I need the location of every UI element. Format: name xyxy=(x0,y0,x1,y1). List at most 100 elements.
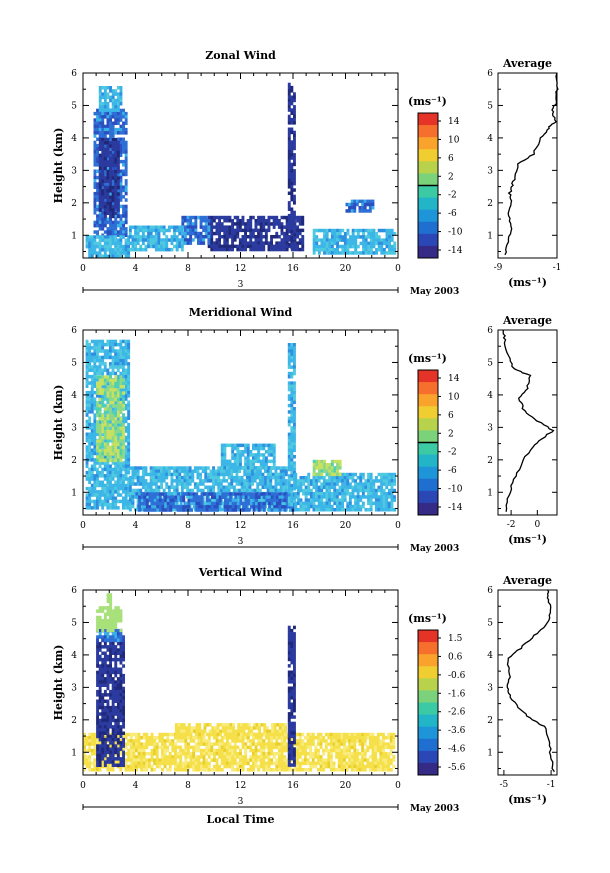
x-tick-label: 12 xyxy=(235,521,246,531)
colorbar-swatch xyxy=(418,173,438,186)
avg-x-label: (ms⁻¹) xyxy=(508,276,547,289)
data-region xyxy=(96,628,125,642)
colorbar-tick-label: -0.6 xyxy=(448,671,466,681)
day-label: 3 xyxy=(238,797,244,807)
y-tick-label: 6 xyxy=(71,326,77,336)
colorbar-swatch xyxy=(418,149,438,162)
data-region xyxy=(181,215,211,245)
colorbar-tick-label: -5.6 xyxy=(448,763,466,773)
colorbar-swatch xyxy=(418,370,438,383)
date-label: May 2003 xyxy=(410,804,459,814)
avg-y-tick-label: 5 xyxy=(487,358,493,368)
average-line xyxy=(502,330,555,512)
y-tick-label: 1 xyxy=(71,488,77,498)
avg-x-label: (ms⁻¹) xyxy=(508,533,547,546)
y-tick-label: 3 xyxy=(71,683,77,693)
colorbar-swatch xyxy=(418,137,438,150)
avg-y-tick-label: 3 xyxy=(487,683,493,693)
avg-x-tick-label: -5 xyxy=(500,780,509,790)
colorbar-tick-label: 14 xyxy=(448,117,460,127)
data-region xyxy=(96,375,125,463)
colorbar-tick-label: 6 xyxy=(448,411,454,421)
colorbar-tick-label: 2 xyxy=(448,172,454,182)
colorbar-swatch xyxy=(418,442,438,456)
colorbar-tick-label: -2 xyxy=(448,448,457,458)
x-tick-label: 12 xyxy=(235,781,246,791)
colorbar-swatch xyxy=(418,209,438,223)
colorbar-label: (ms⁻¹) xyxy=(408,352,447,365)
data-region xyxy=(345,199,375,213)
colorbar-swatch xyxy=(418,125,438,138)
average-profile: Average 1 2 3 4 5 6 -9 -1 (ms⁻¹) xyxy=(487,57,561,289)
colorbar-swatch xyxy=(418,161,438,174)
data-region xyxy=(312,459,342,477)
colorbar-tick-label: -10 xyxy=(448,228,463,238)
colorbar-swatch xyxy=(418,430,438,443)
avg-y-tick-label: 4 xyxy=(487,651,493,661)
colorbar-tick-label: 2 xyxy=(448,429,454,439)
y-tick-label: 5 xyxy=(71,618,77,628)
colorbar-swatch xyxy=(418,418,438,431)
y-tick-label: 3 xyxy=(71,166,77,176)
colorbar-tick-label: -4.6 xyxy=(448,745,466,755)
avg-y-tick-label: 3 xyxy=(487,423,493,433)
avg-x-tick-label: -2 xyxy=(507,520,516,530)
colorbar-swatch xyxy=(418,233,438,247)
data-region xyxy=(312,228,397,255)
x-tick-label: 16 xyxy=(287,264,299,274)
avg-y-tick-label: 3 xyxy=(487,166,493,176)
avg-y-tick-label: 2 xyxy=(487,716,493,726)
colorbar-swatch xyxy=(418,750,438,764)
colorbar-swatch xyxy=(418,678,438,691)
colorbar-tick-label: -14 xyxy=(448,246,463,256)
colorbar-tick-label: 14 xyxy=(448,374,460,384)
colorbar-tick-label: -2.6 xyxy=(448,708,466,718)
colorbar-swatch xyxy=(418,406,438,419)
avg-y-tick-label: 5 xyxy=(487,101,493,111)
date-label: May 2003 xyxy=(410,287,459,297)
data-region xyxy=(207,215,305,252)
colorbar: (ms⁻¹)1.5 0.6 -0.6 -1.6 -2.6 -3.6 -4.6 -5.6 xyxy=(408,612,466,776)
data-region xyxy=(96,606,123,633)
data-region xyxy=(287,343,296,507)
colorbar-swatch xyxy=(418,245,438,259)
data-region xyxy=(287,625,296,767)
colorbar-tick-label: 10 xyxy=(448,392,460,402)
data-region xyxy=(106,593,113,610)
colorbar-tick-label: 1.5 xyxy=(448,634,463,644)
colorbar-swatch xyxy=(418,642,438,655)
colorbar-swatch xyxy=(418,690,438,703)
avg-y-tick-label: 6 xyxy=(487,69,493,79)
colorbar-swatch xyxy=(418,466,438,480)
y-tick-label: 2 xyxy=(71,456,77,466)
data-region xyxy=(96,638,125,767)
avg-x-label: (ms⁻¹) xyxy=(508,793,547,806)
colorbar-swatch xyxy=(418,714,438,728)
average-title: Average xyxy=(502,314,552,327)
data-region xyxy=(128,225,184,252)
data-region xyxy=(287,82,296,250)
x-tick-label: 4 xyxy=(133,521,139,531)
colorbar-swatch xyxy=(418,197,438,211)
panel-title: Vertical Wind xyxy=(198,566,283,579)
avg-x-tick-label: -1 xyxy=(553,263,562,273)
average-frame xyxy=(497,589,558,776)
x-tick-label: 0 xyxy=(395,264,401,274)
colorbar-tick-label: 10 xyxy=(448,135,460,145)
average-line xyxy=(504,72,559,256)
y-axis-label: Height (km) xyxy=(52,128,65,204)
colorbar-swatch xyxy=(418,762,438,776)
colorbar-swatch xyxy=(418,490,438,504)
y-tick-label: 3 xyxy=(71,423,77,433)
y-tick-label: 2 xyxy=(71,199,77,209)
colorbar-swatch xyxy=(418,382,438,395)
colorbar-swatch xyxy=(418,502,438,516)
avg-x-tick-label: -1 xyxy=(547,780,556,790)
colorbar-tick-label: -14 xyxy=(448,503,463,513)
avg-y-tick-label: 4 xyxy=(487,391,493,401)
x-tick-label: 0 xyxy=(80,521,86,531)
day-label: 3 xyxy=(238,280,244,290)
average-frame xyxy=(497,329,558,516)
